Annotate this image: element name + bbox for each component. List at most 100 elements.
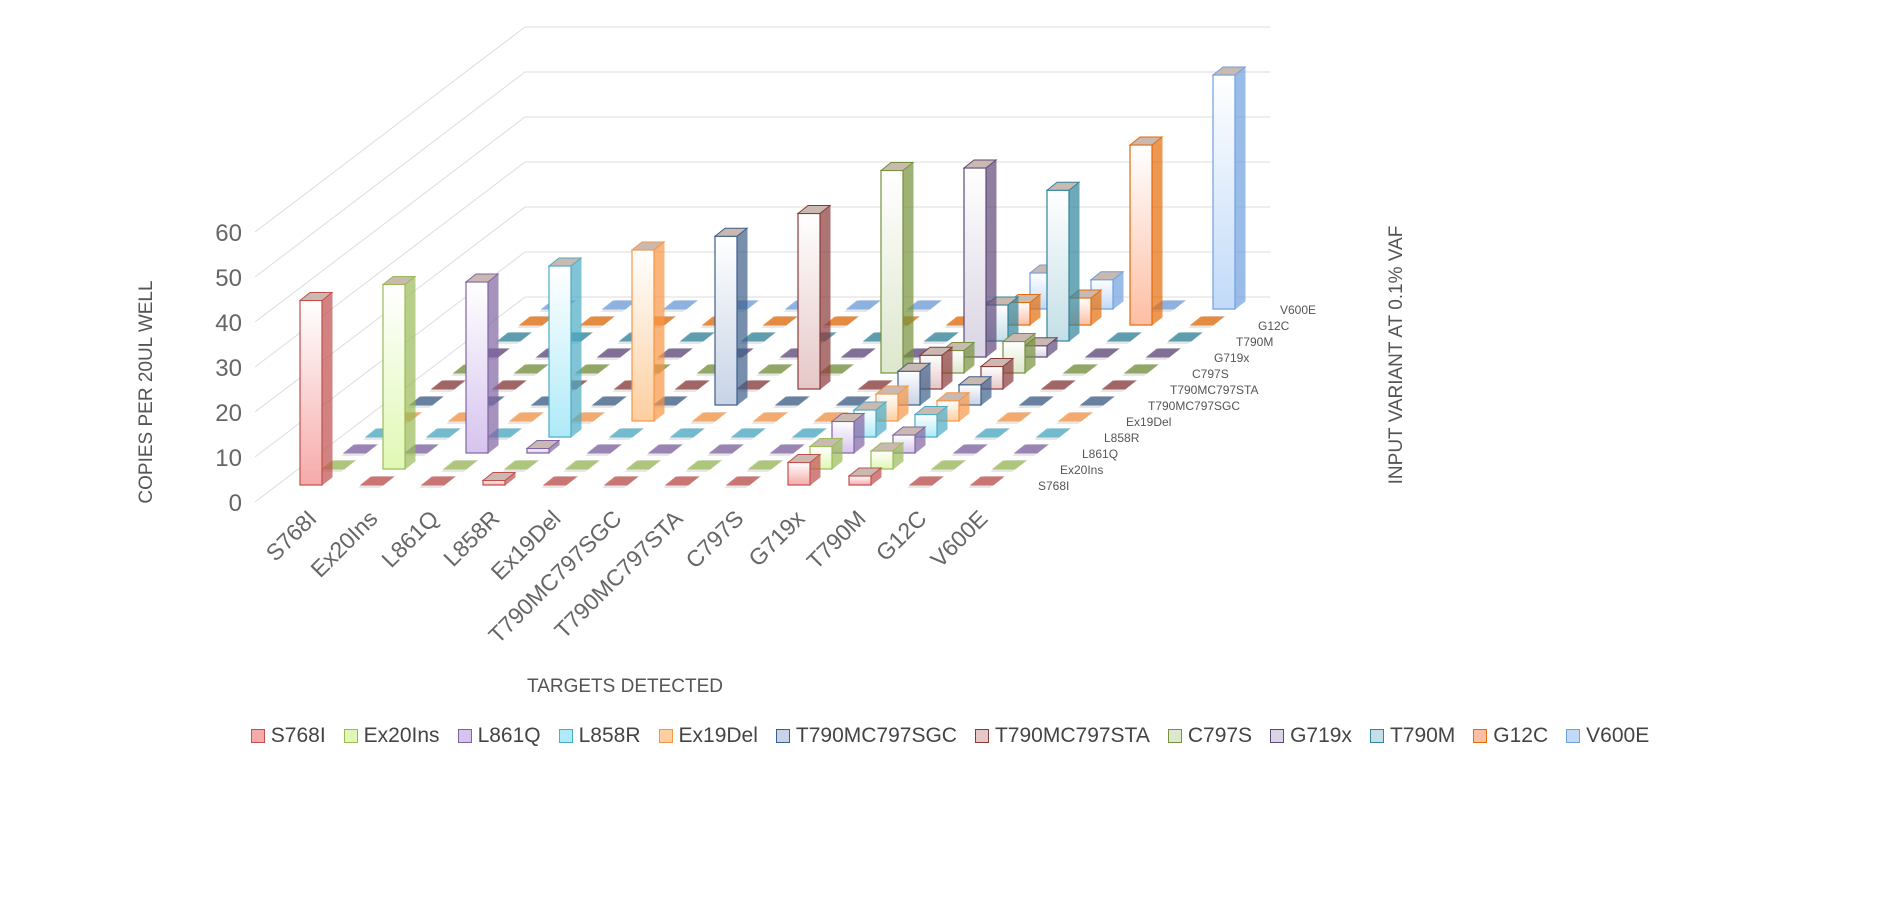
bar-T790MC797STA-G12C [1039,380,1077,392]
bar-L858R-T790MC797SGC [668,428,706,440]
floor-tile [969,476,1005,486]
bar-G719x-G12C [1083,348,1121,360]
bar-side [736,227,748,407]
bar-top [1001,333,1037,342]
bar-G12C-Ex19Del [761,316,799,328]
bar-Ex20Ins-Ex20Ins [381,275,417,471]
bar-T790MC797STA-C797S [856,380,894,392]
floor-tile [974,428,1010,438]
bar-top [547,257,583,267]
bar-Ex19Del-V600E [1056,412,1094,424]
legend-swatch [974,729,989,743]
legend-item: G12C [1473,724,1548,748]
bar-S768I-L858R [481,471,517,487]
bar-G12C-V600E [1188,316,1226,328]
bar-L858R-V600E [1034,428,1072,440]
bar-top [979,358,1015,367]
depth-label: L861Q [1082,447,1118,461]
depth-label: T790M [1236,335,1273,349]
legend-label: G12C [1493,724,1549,747]
x-tick-label: C797S [680,505,748,573]
floor-tile [579,316,615,326]
floor-tile [691,412,727,422]
bar-side [819,204,831,391]
bar-T790MC797STA-S768I [429,380,467,392]
floor-tile [762,316,798,326]
bar-L858R-Ex19Del [607,428,645,440]
depth-label: C797S [1192,367,1229,381]
bar-G719x-G719x [962,158,998,359]
bar-S768I-T790MC797SGC [602,476,640,488]
y-tick-label: 10 [215,445,242,472]
bar-S768I-T790MC797STA [663,476,701,488]
bar-L861Q-S768I [341,444,379,456]
bar-top [298,292,334,301]
floor-tile [1057,412,1093,422]
bar-V600E-T790MC797STA [905,300,943,312]
bar-T790MC797SGC-L858R [590,396,628,408]
floor-tile [564,460,600,470]
depth-label: T790MC797SGC [1148,399,1240,413]
floor-tile [908,476,944,486]
floor-tile [491,380,527,390]
bar-front [963,167,987,358]
floor-tile [952,444,988,454]
bar-L861Q-G12C [951,444,989,456]
bar-side [570,256,582,439]
bar-top [847,467,883,477]
floor-tile [657,348,693,358]
side-gridline [254,116,526,323]
floor-tile [542,476,578,486]
bar-top [896,362,932,372]
bar-C797S-V600E [1122,364,1160,376]
floor-tile [669,428,705,438]
bar-G12C-G12C [1128,135,1164,327]
floor-tile [674,380,710,390]
legend-swatch [1369,729,1384,743]
depth-label: Ex20Ins [1060,463,1103,477]
bar-S768I-C797S [724,476,762,488]
floor-tile [906,300,942,310]
bar-T790MC797SGC-G719x [896,362,932,407]
bar-S768I-L861Q [419,476,457,488]
bar-side [902,161,914,375]
floor-tile [601,300,637,310]
floor-tile [752,412,788,422]
y-tick-label: 60 [215,220,242,247]
bar-front [1129,144,1153,326]
legend-label: S768I [270,724,326,747]
floor-tile [1123,364,1159,374]
legend-swatch [658,729,673,743]
floor-tile [996,412,1032,422]
floor-tile [1167,332,1203,342]
legend-label: G719x [1290,724,1352,747]
bar-S768I-V600E [968,476,1006,488]
bar-side [1068,181,1080,343]
floor-tile [730,428,766,438]
bar-Ex20Ins-L858R [502,460,540,472]
floor-tile [603,476,639,486]
legend-label: C797S [1187,724,1253,747]
bar-top [957,376,993,386]
bar-T790MC797STA-T790MC797STA [796,204,832,391]
floor-tile [1101,380,1137,390]
legend-item: L858R [558,724,641,748]
x-axis-title: TARGETS DETECTED [527,676,723,697]
bar-C797S-L861Q [573,364,611,376]
floor-tile [857,380,893,390]
legend-swatch [1270,729,1285,743]
bar-top [786,454,822,463]
y-tick-label: 40 [215,310,242,337]
legend-swatch [775,729,790,743]
floor-tile [508,412,544,422]
bar-L861Q-L858R [525,439,561,455]
bar-T790M-V600E [1166,332,1204,344]
legend-label: Ex19Del [678,724,758,747]
legend-label: L858R [578,724,641,747]
floor-tile [496,332,532,342]
bar-top [935,392,971,402]
legend: S768I Ex20Ins L861Q L858R Ex19Del T790MC797SG… [0,724,1900,748]
bar-L861Q-Ex19Del [585,444,623,456]
floor-tile [1079,396,1115,406]
